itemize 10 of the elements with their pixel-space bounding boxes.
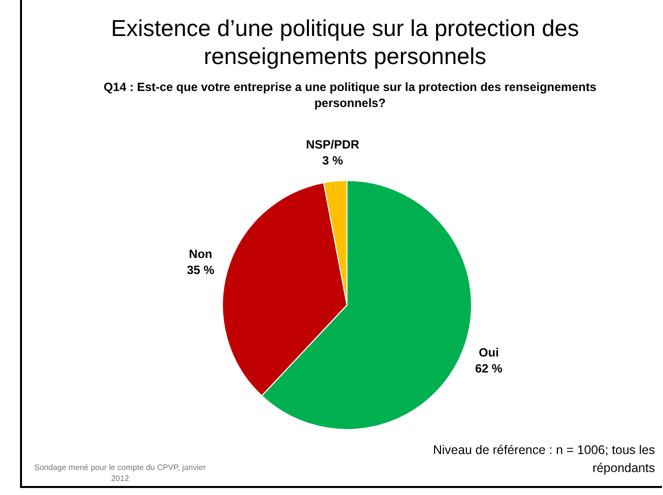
data-label: 35 % (186, 262, 215, 277)
slice-label: NSP/PDR (306, 137, 360, 152)
data-label: 3 % (322, 153, 344, 168)
chart-subtitle: Q14 : Est-ce que votre entreprise a une politique sur la protection des renseignements personnels? (102, 79, 598, 111)
text: Sondage mené pour le compte du CPVP, janvier 2012 (33, 462, 207, 484)
data-label: 62 % (475, 361, 503, 376)
slice-label: Oui (478, 345, 499, 360)
chart-title: Existence d’une politique sur la protection des renseignements personnels (110, 14, 580, 70)
text: Niveau de référence : n = 1006; tous les répondants (432, 442, 655, 477)
slice-label: Non (188, 246, 212, 261)
